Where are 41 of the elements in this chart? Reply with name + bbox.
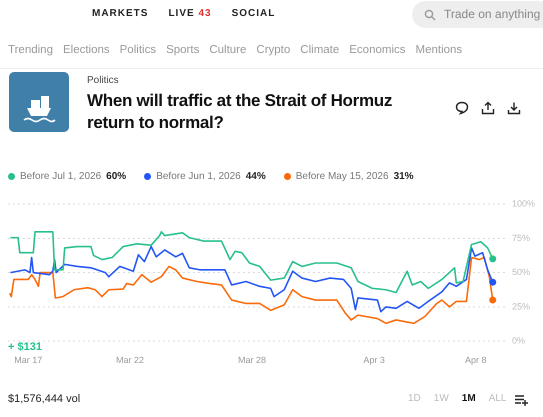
x-tick-label: Mar 28 <box>238 355 266 366</box>
text: Climate <box>300 44 340 56</box>
x-tick-label: Apr 8 <box>465 355 487 366</box>
text: Mentions <box>416 44 462 56</box>
point <box>489 296 496 304</box>
text: 60% <box>106 171 126 182</box>
text: MARKETS <box>92 8 148 19</box>
text: LIVE <box>168 8 195 19</box>
legend-label: Before Jun 1, 2026 <box>156 171 241 182</box>
text: Elections <box>62 44 110 56</box>
point <box>489 255 496 262</box>
y-tick-label: 75% <box>512 232 530 243</box>
chart-title: When will traffic at the Strait of Hormuz return to normal? <box>87 90 394 134</box>
text: 44% <box>246 171 266 182</box>
legend-label: Before May 15, 2026 <box>296 171 389 182</box>
y-tick-label: 25% <box>512 301 530 312</box>
y-tick-label: 50% <box>512 267 530 278</box>
x-tick-label: Mar 17 <box>14 355 42 366</box>
text: $1,576,444 vol <box>8 393 80 405</box>
text: Crypto <box>256 44 290 56</box>
text: Economics <box>349 44 406 56</box>
x-tick-label: Mar 22 <box>116 355 144 366</box>
text: 1M <box>462 393 476 404</box>
chart-subtitle: Politics <box>87 75 119 86</box>
y-tick-label: 100% <box>512 198 536 208</box>
legend-label: Before Jul 1, 2026 <box>20 171 102 182</box>
text: SOCIAL <box>232 8 276 19</box>
text: Politics <box>120 44 156 56</box>
x-tick-label: Apr 3 <box>363 355 385 366</box>
text: ALL <box>488 393 506 404</box>
y-tick-label: 0% <box>512 336 525 346</box>
text: 31% <box>394 171 414 182</box>
text: Trending <box>8 44 53 56</box>
text: 43 <box>198 8 212 19</box>
text: 1D <box>408 393 421 404</box>
text: Sports <box>166 44 200 56</box>
text: Culture <box>209 44 246 56</box>
text: Trade on anything <box>444 7 540 21</box>
point <box>489 278 496 286</box>
annotation: + $131 <box>8 341 42 353</box>
text: 1W <box>434 393 449 404</box>
